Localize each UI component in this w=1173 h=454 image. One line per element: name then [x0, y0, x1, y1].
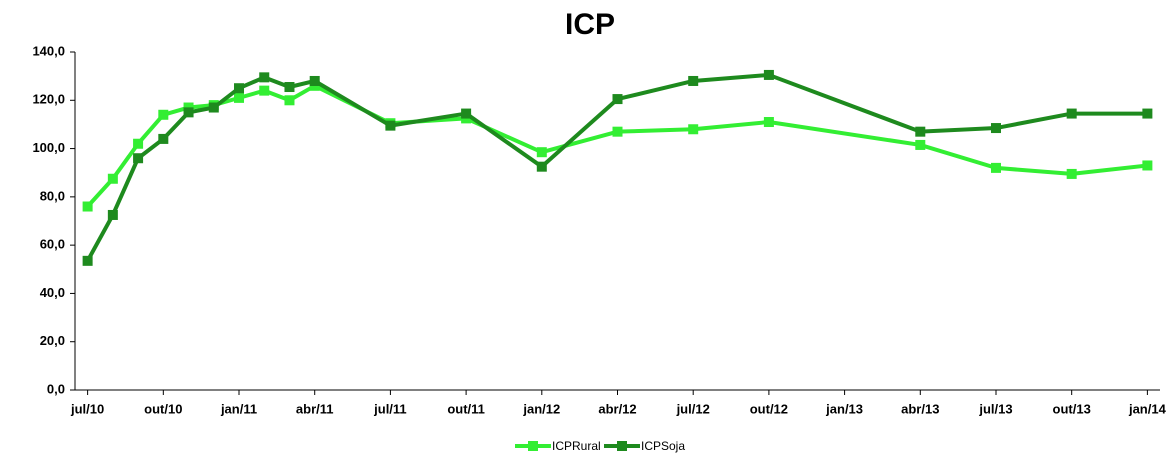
- legend-marker: [528, 441, 538, 451]
- point-marker: [133, 138, 144, 149]
- x-tick-label: jul/12: [676, 401, 710, 416]
- x-tick-label: jan/14: [1128, 401, 1167, 416]
- point-marker: [1066, 108, 1077, 119]
- x-tick-label: jul/13: [978, 401, 1012, 416]
- x-tick-label: jul/11: [373, 401, 407, 416]
- x-tick-label: out/10: [144, 401, 182, 416]
- x-tick-label: jan/11: [220, 401, 257, 416]
- point-marker: [133, 153, 144, 164]
- legend-marker: [617, 441, 627, 451]
- x-tick-label: jan/13: [825, 401, 863, 416]
- chart-title: ICP: [565, 8, 615, 41]
- point-marker: [284, 95, 295, 106]
- point-marker: [763, 69, 774, 80]
- x-tick-label: abr/12: [598, 401, 636, 416]
- x-tick-label: out/11: [447, 401, 485, 416]
- point-marker: [536, 161, 547, 172]
- point-marker: [158, 133, 169, 144]
- x-tick-label: abr/13: [901, 401, 939, 416]
- point-marker: [208, 102, 219, 113]
- point-marker: [461, 108, 472, 119]
- point-marker: [309, 75, 320, 86]
- x-tick-label: jan/12: [522, 401, 560, 416]
- point-marker: [612, 94, 623, 105]
- y-tick-label: 120,0: [32, 92, 65, 107]
- point-marker: [1142, 160, 1153, 171]
- x-tick-label: out/13: [1053, 401, 1091, 416]
- y-tick-label: 80,0: [40, 188, 65, 203]
- point-marker: [234, 92, 245, 103]
- point-marker: [612, 126, 623, 137]
- point-marker: [107, 173, 118, 184]
- y-tick-label: 20,0: [40, 333, 65, 348]
- point-marker: [1142, 108, 1153, 119]
- point-marker: [536, 147, 547, 158]
- y-tick-label: 0,0: [47, 381, 65, 396]
- point-marker: [990, 123, 1001, 134]
- point-marker: [915, 139, 926, 150]
- point-marker: [688, 124, 699, 135]
- point-marker: [107, 209, 118, 220]
- point-marker: [234, 83, 245, 94]
- point-marker: [385, 120, 396, 131]
- x-tick-label: abr/11: [296, 401, 334, 416]
- x-tick-label: out/12: [750, 401, 788, 416]
- x-tick-label: jul/10: [70, 401, 104, 416]
- y-tick-label: 40,0: [40, 285, 65, 300]
- point-marker: [915, 126, 926, 137]
- point-marker: [688, 75, 699, 86]
- legend-label: ICPSoja: [641, 439, 685, 453]
- y-tick-label: 100,0: [32, 140, 65, 155]
- point-marker: [259, 72, 270, 83]
- y-tick-label: 60,0: [40, 237, 65, 252]
- point-marker: [259, 85, 270, 96]
- point-marker: [158, 109, 169, 120]
- point-marker: [1066, 168, 1077, 179]
- point-marker: [82, 201, 93, 212]
- point-marker: [763, 117, 774, 128]
- legend-label: ICPRural: [552, 439, 601, 453]
- point-marker: [990, 162, 1001, 173]
- point-marker: [284, 82, 295, 93]
- y-tick-label: 140,0: [32, 43, 65, 58]
- point-marker: [82, 255, 93, 266]
- point-marker: [183, 107, 194, 118]
